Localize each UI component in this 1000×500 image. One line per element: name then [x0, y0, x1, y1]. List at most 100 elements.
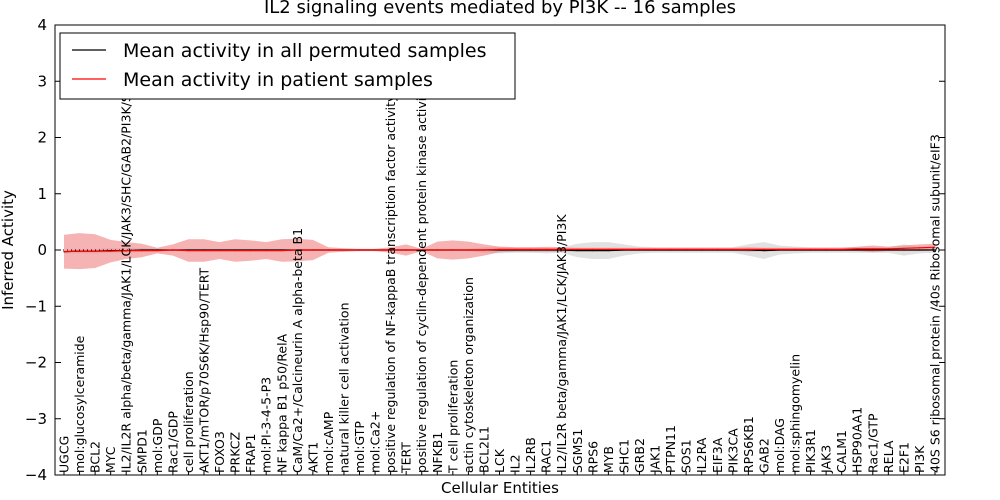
y-tick-label-1: −3 — [25, 410, 47, 428]
patient-point-18 — [343, 249, 345, 251]
patient-point-5 — [141, 250, 143, 252]
patient-point-35 — [607, 248, 610, 250]
x-tick-label-15: CaM/Ca2+/Calcineurin A alpha-beta B1 — [290, 228, 305, 473]
permuted-point-56 — [934, 249, 936, 251]
patient-point-47 — [794, 248, 796, 250]
x-tick-label-28: LCK — [492, 448, 507, 473]
patient-point-55 — [918, 247, 921, 249]
patient-point-44 — [747, 248, 750, 250]
patient-point-53 — [887, 248, 889, 250]
x-tick-label-6: mol:GDP — [150, 418, 165, 473]
x-tick-label-16: AKT1 — [305, 442, 320, 473]
x-tick-label-18: natural killer cell activation — [337, 302, 352, 473]
x-tick-label-5: SMPD1 — [134, 429, 149, 473]
patient-point-22 — [405, 249, 407, 251]
patient-point-17 — [327, 249, 329, 251]
patient-point-39 — [670, 248, 672, 250]
x-tick-label-55: PI3K — [912, 445, 927, 473]
patient-point-23 — [421, 249, 423, 251]
patient-point-11 — [234, 250, 236, 252]
y-tick-label-4: 0 — [37, 241, 47, 259]
x-tick-label-40: SOS1 — [679, 439, 694, 473]
x-tick-label-10: FOXO3 — [212, 431, 227, 473]
y-axis-title: Inferred Activity — [0, 190, 17, 310]
x-tick-label-20: mol:Ca2+ — [368, 411, 383, 473]
x-tick-label-47: mol:sphingomyelin — [788, 354, 803, 473]
y-tick-label-5: 1 — [37, 185, 47, 203]
patient-point-30 — [530, 248, 532, 250]
x-tick-label-43: PIK3CA — [725, 428, 740, 473]
patient-point-2 — [94, 250, 96, 252]
plot-area — [55, 233, 945, 270]
patient-point-8 — [187, 250, 189, 252]
y-tick-label-0: −4 — [25, 466, 47, 484]
x-tick-label-7: Rac1/GDP — [165, 411, 180, 473]
x-tick-label-35: MYB — [601, 446, 616, 473]
patient-point-37 — [638, 248, 641, 250]
permuted-point-33 — [576, 250, 578, 252]
patient-point-52 — [872, 248, 874, 250]
y-tick-label-7: 3 — [37, 72, 47, 90]
patient-point-33 — [576, 248, 578, 250]
patient-point-51 — [856, 248, 858, 250]
permuted-point-51 — [856, 249, 858, 251]
x-tick-label-8: cell proliferation — [181, 371, 196, 473]
x-tick-label-9: AKT1/mTOR/p70S6K/Hsp90/TERT — [197, 267, 212, 473]
patient-point-54 — [903, 247, 905, 249]
x-tick-label-22: TERT — [399, 442, 414, 474]
patient-point-3 — [110, 250, 112, 252]
patient-point-26 — [467, 249, 469, 251]
x-tick-label-11: PRKCZ — [228, 432, 243, 473]
x-tick-label-46: mol:DAG — [772, 418, 787, 473]
chart-title: IL2 signaling events mediated by PI3K --… — [264, 0, 736, 18]
x-tick-label-3: MYC — [103, 446, 118, 473]
x-tick-label-2: BCL2 — [88, 441, 103, 473]
patient-point-32 — [561, 248, 563, 250]
patient-point-45 — [763, 248, 765, 250]
patient-point-49 — [825, 248, 827, 250]
x-tick-label-21: positive regulation of NF-kappaB transcr… — [383, 94, 398, 473]
x-tick-label-51: HSP90AA1 — [850, 407, 865, 473]
legend-box — [59, 32, 516, 100]
x-tick-label-0: UGCG — [57, 436, 72, 473]
x-tick-label-54: E2F1 — [896, 442, 911, 473]
patient-point-20 — [374, 249, 376, 251]
x-tick-label-4: IL2/IL2R alpha/beta/gamma/JAK1/LCK/JAK3/… — [119, 31, 134, 473]
x-tick-label-41: IL2RA — [694, 437, 709, 473]
x-tick-label-38: JAK1 — [648, 445, 663, 474]
patient-point-27 — [483, 249, 485, 251]
patient-point-40 — [685, 248, 687, 250]
patient-point-46 — [778, 248, 781, 250]
x-tick-label-37: GRB2 — [632, 438, 647, 473]
patient-point-29 — [514, 248, 516, 250]
x-tick-label-49: JAK3 — [819, 445, 834, 474]
patient-point-50 — [841, 248, 843, 250]
y-tick-label-3: −1 — [25, 297, 47, 315]
patient-point-1 — [79, 250, 81, 252]
x-tick-label-36: SHC1 — [616, 439, 631, 473]
patient-point-9 — [203, 250, 205, 252]
x-tick-label-19: mol:GTP — [352, 421, 367, 473]
x-tick-label-50: CALM1 — [834, 430, 849, 473]
x-tick-label-12: FRAP1 — [243, 434, 258, 473]
x-tick-label-34: RPS6 — [585, 441, 600, 473]
permuted-point-52 — [872, 249, 874, 251]
patient-point-13 — [265, 250, 267, 252]
x-tick-label-29: IL2 — [508, 454, 523, 473]
patient-point-0 — [63, 251, 65, 253]
legend-label-patient: Mean activity in patient samples — [123, 69, 433, 91]
permuted-point-55 — [918, 249, 921, 251]
y-tick-label-8: 4 — [37, 16, 47, 34]
patient-point-36 — [623, 248, 625, 250]
patient-point-31 — [545, 248, 547, 250]
patient-point-41 — [701, 248, 703, 250]
x-tick-label-44: RPS6KB1 — [741, 416, 756, 473]
x-tick-label-17: mol:cAMP — [321, 411, 336, 473]
patient-point-24 — [436, 249, 438, 251]
x-tick-label-45: GAB2 — [756, 438, 771, 473]
x-tick-label-25: T cell proliferation — [445, 360, 460, 474]
patient-band — [64, 233, 935, 270]
patient-point-19 — [358, 249, 361, 251]
x-tick-label-42: EIF3A — [710, 437, 725, 473]
